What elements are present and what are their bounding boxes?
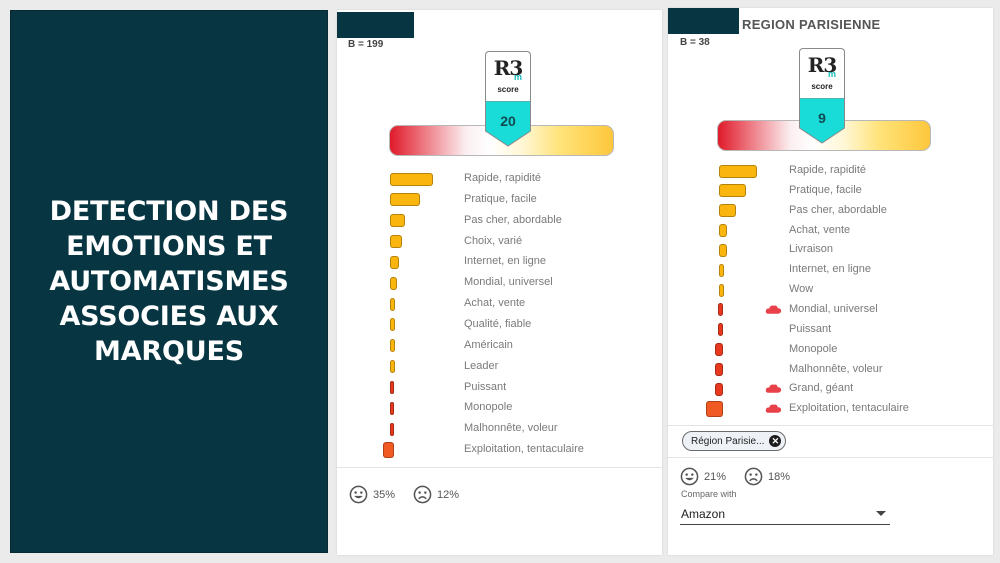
divider: [668, 425, 993, 426]
smiley-face-icon: [680, 467, 699, 486]
negative-bar: [390, 381, 394, 394]
negative-bar: [715, 343, 723, 357]
score-value: 9: [818, 110, 826, 126]
positive-bar: [390, 255, 399, 269]
positive-bar: [719, 283, 725, 297]
positive-bar: [719, 243, 727, 257]
negative-percent: 18%: [768, 470, 791, 483]
divider: [668, 457, 993, 458]
association-label: Achat, vente: [464, 297, 526, 310]
compare-select-value: Amazon: [681, 507, 726, 521]
r3m-score-badge: R3 m score 20: [485, 51, 531, 147]
association-label: Livraison: [789, 243, 834, 256]
association-label: Monopole: [789, 342, 838, 355]
association-label: Pratique, facile: [464, 192, 537, 205]
red-cloud-icon: [765, 384, 782, 394]
region-heading: REGION PARISIENNE: [742, 17, 881, 32]
positive-percent: 21%: [704, 470, 727, 483]
score-pointer-shape: [485, 101, 531, 147]
title-line: AUTOMATISMES: [49, 266, 289, 297]
association-label: Malhonnête, voleur: [464, 422, 558, 435]
association-label: Choix, varié: [464, 234, 523, 247]
association-label: Pas cher, abordable: [464, 213, 562, 226]
score-card-overall: B = 199 R3 m score 20 Rapide, rapidité Pr…: [337, 10, 662, 555]
association-label: Internet, en ligne: [789, 263, 871, 276]
association-label: Puissant: [464, 380, 507, 393]
redacted-brand-block: [337, 12, 414, 38]
red-cloud-icon: [765, 305, 782, 314]
positive-bar: [390, 297, 396, 311]
sentiment-summary: 21% 18%: [680, 467, 790, 486]
negative-bar: [705, 401, 723, 418]
association-label: Wow: [789, 283, 814, 296]
positive-bar: [390, 339, 395, 353]
frowny-face-icon: [413, 485, 432, 504]
association-label: Malhonnête, voleur: [789, 362, 883, 375]
association-label: Rapide, rapidité: [789, 164, 867, 176]
page-title: DETECTION DES EMOTIONS ET AUTOMATISMES A…: [35, 194, 302, 369]
association-label: Grand, géant: [789, 382, 854, 395]
positive-percent: 35%: [373, 488, 396, 501]
negative-bar: [390, 401, 394, 415]
base-size-label: B = 199: [348, 39, 384, 50]
r3m-score-badge: R3 m score 9: [799, 48, 845, 144]
positive-bar: [390, 235, 402, 249]
negative-bar: [717, 303, 723, 317]
close-circle-icon[interactable]: ✕: [769, 435, 782, 447]
base-size-label: B = 38: [680, 37, 710, 48]
association-label: Rapide, rapidité: [464, 172, 542, 184]
negative-percent: 12%: [437, 488, 460, 501]
region-filter-chip[interactable]: Région Parisie... ✕: [682, 431, 787, 451]
positive-bar: [390, 214, 405, 228]
association-label: Exploitation, tentaculaire: [464, 443, 584, 456]
association-label: Monopole: [464, 401, 513, 414]
negative-bar: [390, 422, 394, 436]
title-line: MARQUES: [94, 336, 244, 367]
positive-bar: [719, 184, 746, 198]
frowny-face-icon: [744, 467, 763, 486]
association-label: Puissant: [789, 322, 832, 335]
association-label: Qualité, fiable: [464, 317, 532, 330]
compare-label: Compare with: [681, 489, 737, 499]
divider: [337, 467, 662, 468]
association-label: Achat, vente: [789, 223, 851, 236]
positive-bar: [390, 318, 396, 332]
association-label: Mondial, universel: [789, 302, 878, 315]
title-line: EMOTIONS ET: [66, 231, 272, 262]
negative-bar: [715, 382, 723, 396]
smiley-face-icon: [349, 485, 368, 504]
association-label: Pratique, facile: [789, 183, 862, 196]
compare-select[interactable]: Amazon: [680, 503, 890, 525]
title-panel: DETECTION DES EMOTIONS ET AUTOMATISMES A…: [10, 10, 328, 553]
association-label: Pas cher, abordable: [789, 203, 887, 216]
association-label: Américain: [464, 338, 513, 351]
association-label: Mondial, universel: [464, 276, 553, 289]
positive-bar: [719, 224, 727, 238]
title-line: DETECTION DES: [49, 196, 289, 227]
r3m-score-logo: R3 m score: [799, 48, 845, 98]
positive-bar: [719, 164, 757, 178]
red-cloud-icon: [765, 404, 782, 413]
positive-bar: [390, 360, 395, 374]
score-value: 20: [500, 113, 516, 129]
negative-bar: [383, 442, 394, 459]
association-label: Leader: [464, 359, 499, 372]
negative-bar: [715, 363, 723, 376]
sentiment-summary: 35% 12%: [349, 485, 459, 504]
filter-chip-label: Région Parisie...: [691, 435, 765, 447]
score-pointer-shape: [799, 98, 845, 144]
positive-bar: [719, 204, 737, 218]
positive-bar: [719, 263, 725, 277]
title-line: ASSOCIES AUX: [59, 301, 279, 332]
r3m-score-logo: R3 m score: [485, 51, 531, 101]
redacted-brand-block: [668, 8, 739, 34]
association-label: Exploitation, tentaculaire: [789, 402, 909, 415]
positive-bar: [390, 276, 398, 290]
association-label: Internet, en ligne: [464, 255, 546, 268]
positive-bar: [390, 193, 420, 207]
score-card-region: REGION PARISIENNE B = 38 R3 m score 9 Ra…: [668, 8, 993, 555]
caret-down-icon: [876, 511, 886, 516]
positive-bar: [390, 172, 433, 186]
negative-bar: [717, 323, 723, 337]
